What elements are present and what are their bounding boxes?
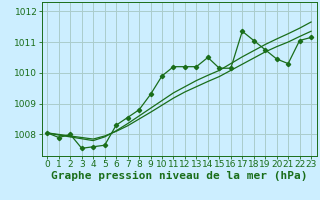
X-axis label: Graphe pression niveau de la mer (hPa): Graphe pression niveau de la mer (hPa) — [51, 171, 308, 181]
